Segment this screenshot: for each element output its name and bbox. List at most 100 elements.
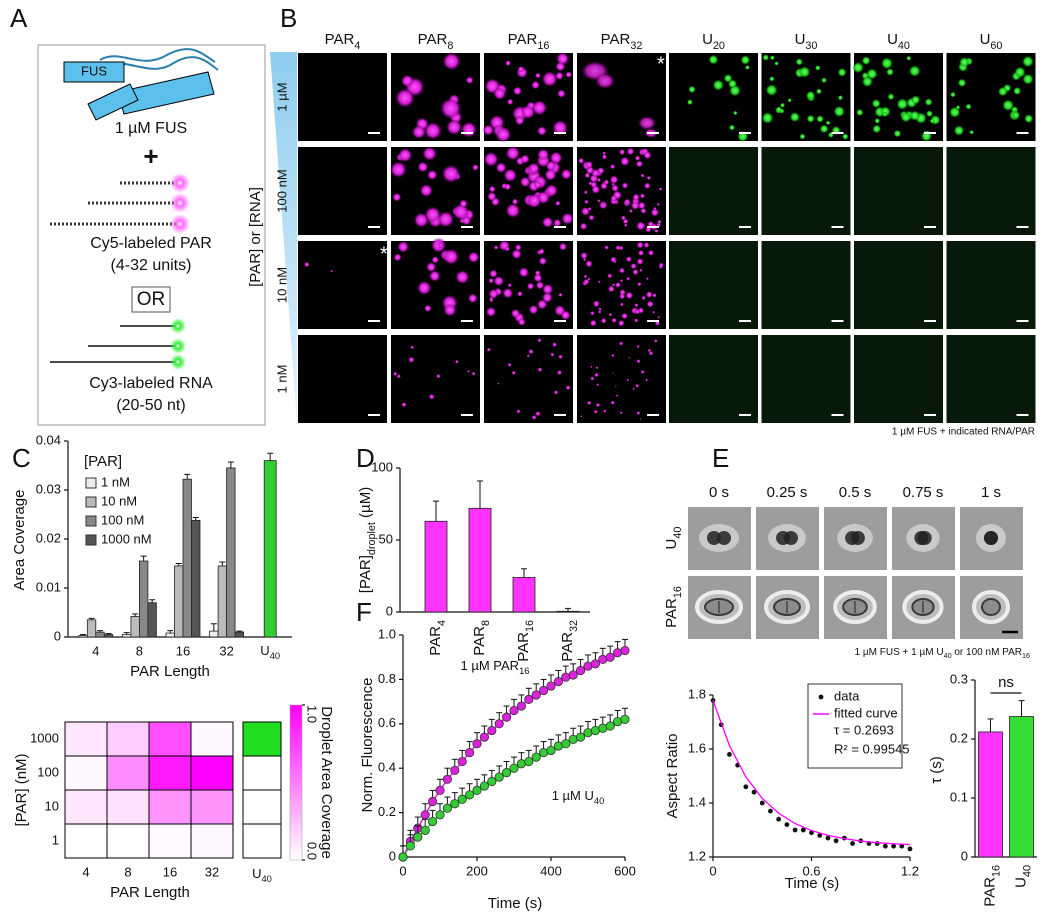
droplet <box>419 183 433 198</box>
text-part: PAR <box>559 632 576 662</box>
droplet <box>600 317 607 324</box>
legend-label: 10 nM <box>101 493 137 508</box>
data-point <box>524 756 534 767</box>
data-point <box>531 752 541 762</box>
bar <box>978 731 1003 858</box>
micrograph <box>390 146 480 235</box>
heatmap-cell <box>106 823 150 859</box>
data-point <box>850 841 855 846</box>
droplet <box>417 280 432 296</box>
droplet <box>636 258 644 266</box>
droplet <box>517 66 525 73</box>
droplet <box>550 352 555 357</box>
heatmap-cell <box>148 789 192 825</box>
droplet <box>552 342 557 347</box>
droplet <box>533 273 543 283</box>
droplet <box>528 348 534 355</box>
droplet <box>514 244 522 251</box>
droplet <box>560 310 571 321</box>
or-box <box>131 286 171 313</box>
droplet <box>1022 73 1034 85</box>
data-point <box>472 785 482 796</box>
droplet <box>861 56 871 66</box>
data-point <box>891 843 896 849</box>
cy5-dye <box>170 193 190 213</box>
droplet <box>592 300 600 308</box>
y-tick-label: 100 <box>37 764 59 779</box>
droplet <box>537 367 543 372</box>
timelapse-frame <box>960 576 1023 639</box>
legend-label: 1000 nM <box>101 531 152 546</box>
y-tick-label: 0 <box>54 628 61 643</box>
micrograph <box>577 241 666 329</box>
micrograph <box>854 147 943 235</box>
micrograph <box>391 335 480 423</box>
micrograph <box>669 147 758 235</box>
droplet <box>488 288 499 299</box>
micrograph <box>577 335 666 423</box>
y-tick-label: 10 <box>45 798 59 813</box>
droplet <box>486 347 491 352</box>
droplet <box>833 105 845 118</box>
micrograph <box>946 241 1036 329</box>
par-range: (4-32 units) <box>111 257 192 274</box>
droplet <box>806 114 815 123</box>
droplet <box>814 65 821 71</box>
text-part: 40 <box>1021 865 1033 877</box>
legend-label: fitted curve <box>834 705 898 720</box>
text-part: [PAR] <box>357 555 374 593</box>
droplet <box>1002 99 1015 112</box>
droplet-core <box>917 531 932 545</box>
droplet-core <box>717 531 731 545</box>
heatmap-cell <box>148 721 192 757</box>
droplet <box>819 124 829 134</box>
droplet <box>584 172 591 179</box>
text-part: 60 <box>990 40 1002 52</box>
bar <box>174 565 184 638</box>
data-point <box>590 659 601 669</box>
droplet <box>654 339 658 343</box>
droplet <box>629 209 633 213</box>
droplet-core <box>984 531 998 545</box>
data-point <box>435 785 445 796</box>
y-tick-label: 0.1 <box>950 789 968 804</box>
cy3-dye <box>170 318 186 334</box>
droplet <box>821 77 827 84</box>
heatmap-cell <box>242 789 282 825</box>
timelapse-frame <box>688 576 751 639</box>
droplet <box>654 228 659 233</box>
legend-marker <box>818 694 824 700</box>
column-header: PAR32 <box>601 31 643 52</box>
x-tick-label: 400 <box>540 863 562 878</box>
data-point <box>450 799 460 809</box>
droplet <box>586 400 592 406</box>
droplet <box>620 302 624 307</box>
droplet <box>533 180 542 189</box>
micrograph <box>852 53 943 142</box>
row-label: U40 <box>663 527 684 550</box>
micrograph <box>298 335 387 423</box>
rna-range: (20-50 nt) <box>116 397 185 414</box>
bar <box>209 630 219 638</box>
y-tick-label: 100 <box>371 459 393 474</box>
time-label: 0 s <box>709 484 729 501</box>
droplet <box>733 110 738 116</box>
droplet <box>609 175 619 184</box>
heatmap-cell <box>64 823 108 859</box>
data-point <box>751 789 757 795</box>
droplet <box>537 126 547 136</box>
droplet <box>636 359 641 364</box>
micrograph-background <box>669 335 758 423</box>
text-part: 40 <box>672 527 684 539</box>
droplet <box>513 86 522 96</box>
data-point <box>531 690 541 700</box>
droplet <box>774 61 779 66</box>
droplet <box>611 283 616 287</box>
cy3-dye <box>170 338 186 354</box>
droplet <box>517 318 526 326</box>
text-part: U <box>1012 877 1029 888</box>
schematic-frame <box>37 44 266 426</box>
droplet <box>507 362 512 367</box>
droplet <box>556 52 570 66</box>
droplet <box>505 60 512 66</box>
